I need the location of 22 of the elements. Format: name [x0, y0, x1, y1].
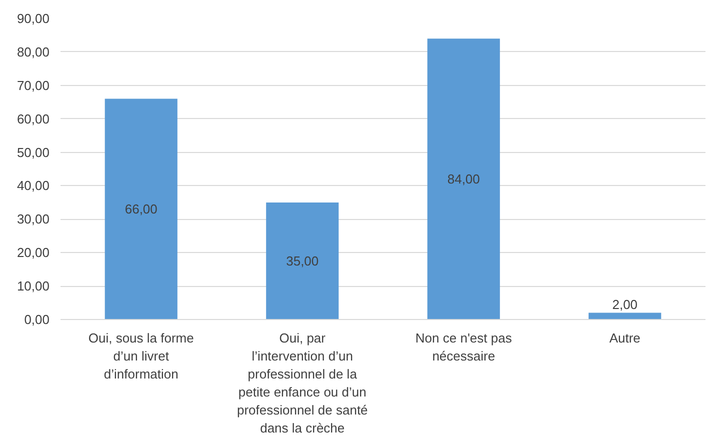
bar — [427, 38, 500, 320]
y-tick-label: 0,00 — [24, 312, 50, 327]
x-tick-label: Oui, sous la forme d’un livret d’information — [88, 330, 194, 382]
x-tick-label: Non ce n'est pas nécessaire — [415, 330, 512, 364]
y-tick-label: 90,00 — [16, 11, 50, 26]
x-tick-label: Oui, par l’intervention d’un professionnel de la petite enfance ou d’un professionnel de santé dans la crèche — [236, 330, 368, 436]
y-tick-label: 50,00 — [16, 144, 50, 160]
x-tick-label: Autre — [609, 330, 640, 346]
data-label: 35,00 — [286, 253, 319, 268]
data-label: 2,00 — [612, 296, 638, 312]
y-tick-label: 70,00 — [16, 78, 50, 93]
bar — [104, 98, 178, 320]
data-label: 84,00 — [447, 172, 480, 187]
y-tick-label: 40,00 — [16, 178, 50, 194]
y-tick-label: 60,00 — [16, 111, 50, 126]
y-tick-label: 10,00 — [16, 278, 50, 294]
data-label: 66,00 — [124, 202, 158, 217]
bar — [588, 312, 662, 320]
y-tick-label: 20,00 — [16, 245, 50, 260]
bar — [266, 202, 339, 320]
y-tick-label: 80,00 — [16, 44, 50, 60]
y-tick-label: 30,00 — [16, 212, 50, 227]
